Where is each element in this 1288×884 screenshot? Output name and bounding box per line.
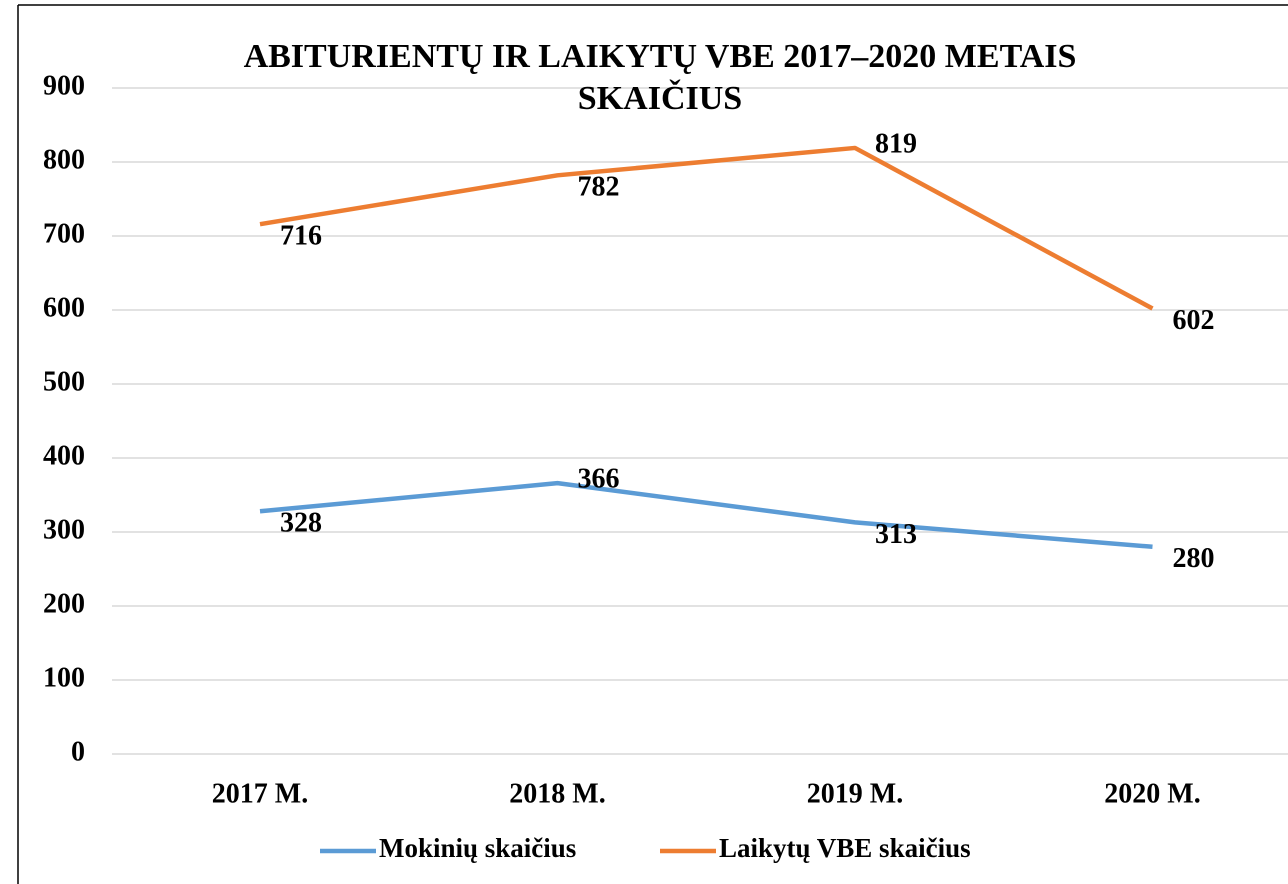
y-tick-label: 0: [71, 736, 85, 767]
y-tick-label: 200: [43, 588, 85, 619]
y-tick-label: 400: [43, 440, 85, 471]
x-tick-label: 2017 M.: [212, 778, 308, 809]
data-label: 716: [280, 221, 322, 252]
series-line: [259, 145, 1154, 311]
data-label: 602: [1173, 305, 1215, 336]
y-tick-label: 600: [43, 292, 85, 323]
y-tick-label: 700: [43, 218, 85, 249]
chart-title: ABITURIENTŲ IR LAIKYTŲ VBE 2017–2020 MET…: [243, 38, 1077, 117]
data-label: 313: [875, 519, 917, 550]
y-tick-label: 800: [43, 144, 85, 175]
y-tick-label: 900: [43, 70, 85, 101]
legend-label: Laikytų VBE skaičius: [719, 833, 971, 863]
series-line: [259, 480, 1153, 550]
legend-label: Mokinių skaičius: [379, 833, 576, 863]
data-label: 280: [1173, 543, 1215, 574]
data-label: 328: [280, 508, 322, 539]
y-tick-label: 500: [43, 366, 85, 397]
x-tick-label: 2018 M.: [509, 778, 605, 809]
y-tick-label: 300: [43, 514, 85, 545]
x-tick-label: 2019 M.: [807, 778, 903, 809]
y-tick-label: 100: [43, 662, 85, 693]
data-label: 782: [578, 172, 620, 203]
data-label: 819: [875, 128, 917, 159]
x-tick-label: 2020 M.: [1104, 778, 1200, 809]
data-label: 366: [578, 464, 620, 495]
